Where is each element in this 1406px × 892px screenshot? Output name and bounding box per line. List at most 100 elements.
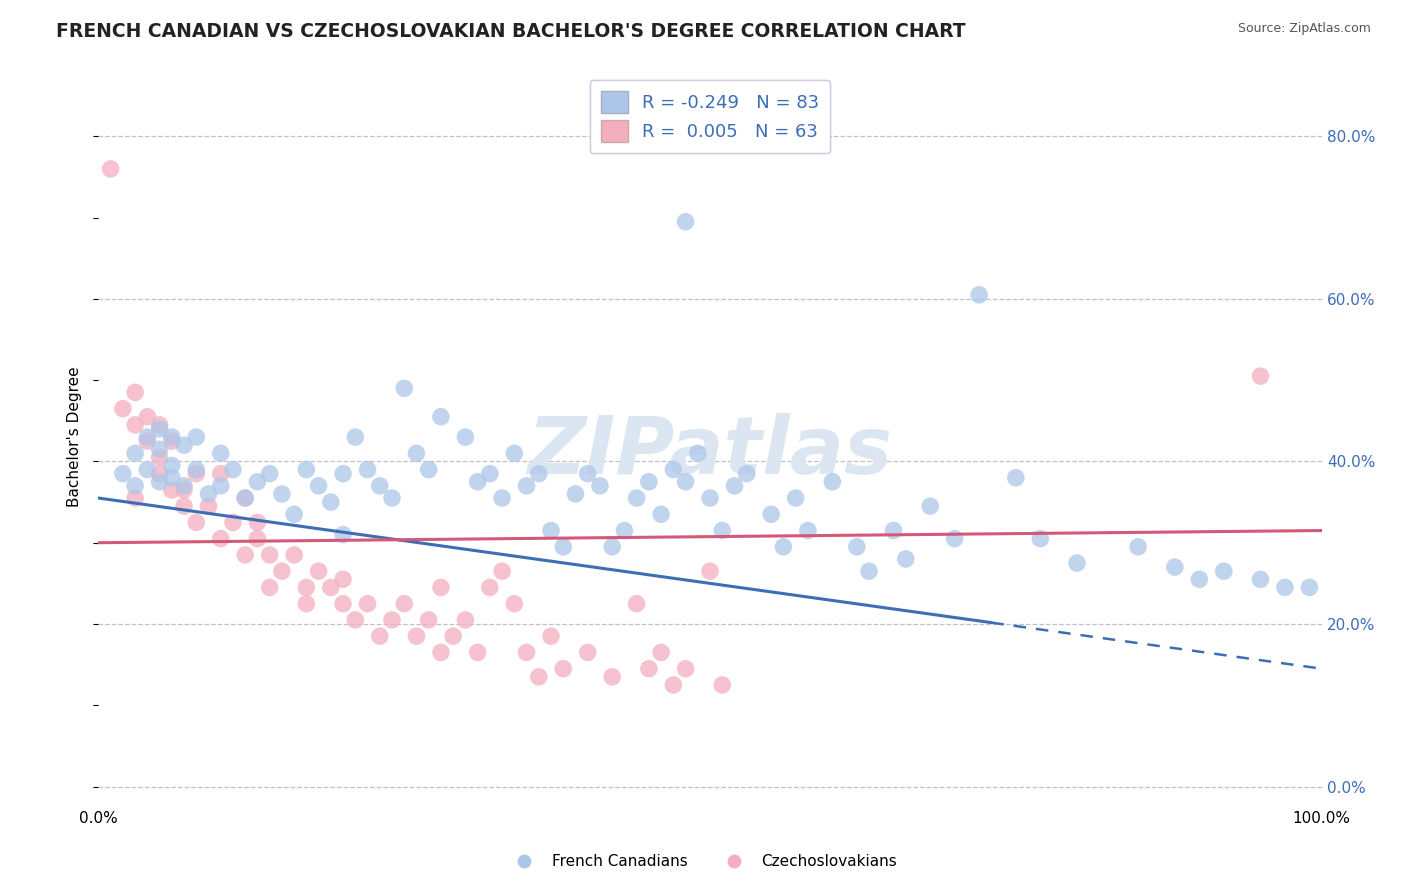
Point <box>136 462 159 476</box>
Point <box>1274 581 1296 595</box>
Point <box>1029 532 1052 546</box>
Point <box>259 581 281 595</box>
Point <box>222 462 245 476</box>
Point <box>637 475 661 489</box>
Point <box>626 491 648 505</box>
Point <box>111 467 134 481</box>
Point <box>149 450 172 465</box>
Point <box>491 564 513 578</box>
Point <box>564 487 586 501</box>
Point <box>246 532 269 546</box>
Point <box>711 524 734 538</box>
Point <box>675 215 697 229</box>
Point <box>259 467 281 481</box>
Point <box>491 491 513 505</box>
Point <box>527 467 550 481</box>
Point <box>600 670 623 684</box>
Point <box>430 645 453 659</box>
Point <box>626 597 648 611</box>
Point <box>283 548 305 562</box>
Point <box>699 564 721 578</box>
Point <box>246 516 269 530</box>
Point <box>186 462 208 476</box>
Y-axis label: Bachelor's Degree: Bachelor's Degree <box>67 367 83 508</box>
Point <box>650 508 672 522</box>
Point <box>233 491 256 505</box>
Point <box>1249 572 1271 586</box>
Point <box>454 430 477 444</box>
Point <box>527 670 550 684</box>
Point <box>723 479 745 493</box>
Point <box>368 479 391 493</box>
Point <box>136 430 159 444</box>
Point <box>943 532 966 546</box>
Point <box>1188 572 1211 586</box>
Point <box>650 645 672 659</box>
Point <box>124 446 146 460</box>
Point <box>503 597 526 611</box>
Point <box>124 491 146 505</box>
Point <box>149 417 172 432</box>
Point <box>600 540 623 554</box>
Point <box>149 422 172 436</box>
Point <box>1249 369 1271 384</box>
Text: ZIPatlas: ZIPatlas <box>527 413 893 491</box>
Point <box>160 483 183 497</box>
Point <box>160 430 183 444</box>
Point <box>785 491 807 505</box>
Point <box>772 540 794 554</box>
Point <box>124 417 146 432</box>
Point <box>111 401 134 416</box>
Point <box>589 479 612 493</box>
Point <box>136 409 159 424</box>
Point <box>1164 560 1187 574</box>
Point <box>675 662 697 676</box>
Point <box>100 161 122 176</box>
Point <box>173 483 195 497</box>
Point <box>308 564 330 578</box>
Point <box>344 613 367 627</box>
Point <box>515 479 537 493</box>
Point <box>392 381 416 395</box>
Point <box>186 467 208 481</box>
Point <box>356 462 378 476</box>
Point <box>441 629 464 643</box>
Point <box>478 467 501 481</box>
Point <box>576 645 599 659</box>
Point <box>124 479 146 493</box>
Point <box>858 564 880 578</box>
Point <box>662 678 685 692</box>
Point <box>699 491 721 505</box>
Point <box>920 499 942 513</box>
Point <box>1212 564 1234 578</box>
Point <box>467 475 489 489</box>
Point <box>308 479 330 493</box>
Point <box>295 462 318 476</box>
Point <box>332 572 354 586</box>
Point <box>186 516 208 530</box>
Point <box>270 564 294 578</box>
Point <box>124 385 146 400</box>
Point <box>553 540 575 554</box>
Point <box>686 446 709 460</box>
Point <box>246 475 269 489</box>
Point <box>173 438 195 452</box>
Point <box>883 524 905 538</box>
Point <box>197 487 219 501</box>
Point <box>418 613 440 627</box>
Point <box>368 629 391 643</box>
Point <box>430 409 453 424</box>
Point <box>149 475 172 489</box>
Point <box>160 471 183 485</box>
Point <box>735 467 758 481</box>
Point <box>173 499 195 513</box>
Point <box>711 678 734 692</box>
Point <box>1066 556 1088 570</box>
Point <box>1298 581 1320 595</box>
Point <box>173 479 195 493</box>
Point <box>418 462 440 476</box>
Point <box>613 524 636 538</box>
Point <box>344 430 367 444</box>
Point <box>233 548 256 562</box>
Legend: R = -0.249   N = 83, R =  0.005   N = 63: R = -0.249 N = 83, R = 0.005 N = 63 <box>591 80 830 153</box>
